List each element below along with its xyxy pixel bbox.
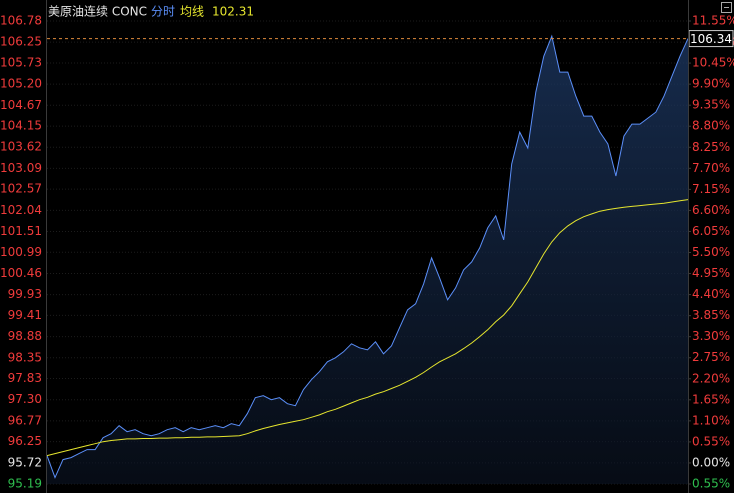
y-tick-label: 96.25	[8, 434, 42, 448]
y2-tick-label: 3.85%	[692, 308, 730, 322]
y2-tick-label: 8.80%	[692, 119, 730, 133]
y-tick-label: 97.83	[8, 371, 42, 385]
y-tick-label: 99.41	[8, 308, 42, 322]
y2-tick-label: 7.15%	[692, 182, 730, 196]
y2-tick-label: 9.35%	[692, 98, 730, 112]
y2-tick-label: 2.20%	[692, 371, 730, 385]
fullscreen-icon[interactable]	[721, 2, 732, 13]
y-tick-label: 101.51	[0, 224, 42, 238]
y2-tick-label: 6.05%	[692, 224, 730, 238]
axes: 106.78 106.25 105.73 105.20 104.67 104.15 103.…	[0, 14, 734, 491]
legend-entry: 均线	[180, 5, 204, 19]
legend-value: 102.31	[212, 5, 254, 19]
y-tick-label: 105.20	[0, 77, 42, 91]
y-tick-label: 98.88	[8, 329, 42, 343]
y2-tick-label: 2.75%	[692, 350, 730, 364]
y-tick-label: 106.78	[0, 14, 42, 28]
y-tick-label: 103.09	[0, 161, 42, 175]
y2-tick-label: 4.40%	[692, 287, 730, 301]
y2-tick-label: 1.10%	[692, 413, 730, 427]
y-tick-label: 96.77	[8, 413, 42, 427]
y2-tick-label: 0.55%	[692, 477, 730, 491]
y-tick-label: 102.04	[0, 203, 42, 217]
y-tick-label: 95.72	[8, 455, 42, 469]
y2-tick-label: 0.55%	[692, 434, 730, 448]
average-line	[46, 199, 689, 457]
y-tick-label: 106.25	[0, 35, 42, 49]
y2-tick-label: 10.45%	[692, 56, 734, 70]
y2-tick-label: 0.00%	[692, 455, 730, 469]
y2-tick-label: 11.55%	[692, 14, 734, 28]
y2-tick-label: 8.25%	[692, 140, 730, 154]
y-tick-label: 100.99	[0, 245, 42, 259]
y-tick-label: 100.46	[0, 266, 42, 280]
plot	[46, 34, 689, 484]
y-tick-label: 104.67	[0, 98, 42, 112]
price-line	[46, 34, 689, 479]
last-price-label: 106.34	[690, 32, 732, 46]
y2-tick-label: 1.65%	[692, 392, 730, 406]
y2-tick-label: 5.50%	[692, 245, 730, 259]
y-tick-label: 103.62	[0, 140, 42, 154]
chart-title: 美原油连续 CONC	[48, 4, 147, 19]
y-tick-label: 105.73	[0, 55, 42, 69]
y-tick-label: 98.35	[8, 350, 42, 364]
y2-tick-label: 4.95%	[692, 266, 730, 280]
y2-tick-label: 3.30%	[692, 329, 730, 343]
legend-entry: 分时	[151, 5, 175, 19]
y2-tick-label: 6.60%	[692, 203, 730, 217]
y-tick-label: 102.57	[0, 182, 42, 196]
y-tick-label: 97.30	[8, 392, 42, 406]
y-tick-label: 95.19	[8, 477, 42, 491]
y-tick-label: 104.15	[0, 119, 42, 133]
y-tick-label: 99.93	[8, 287, 42, 301]
y2-tick-label: 9.90%	[692, 77, 730, 91]
y2-tick-label: 7.70%	[692, 161, 730, 175]
